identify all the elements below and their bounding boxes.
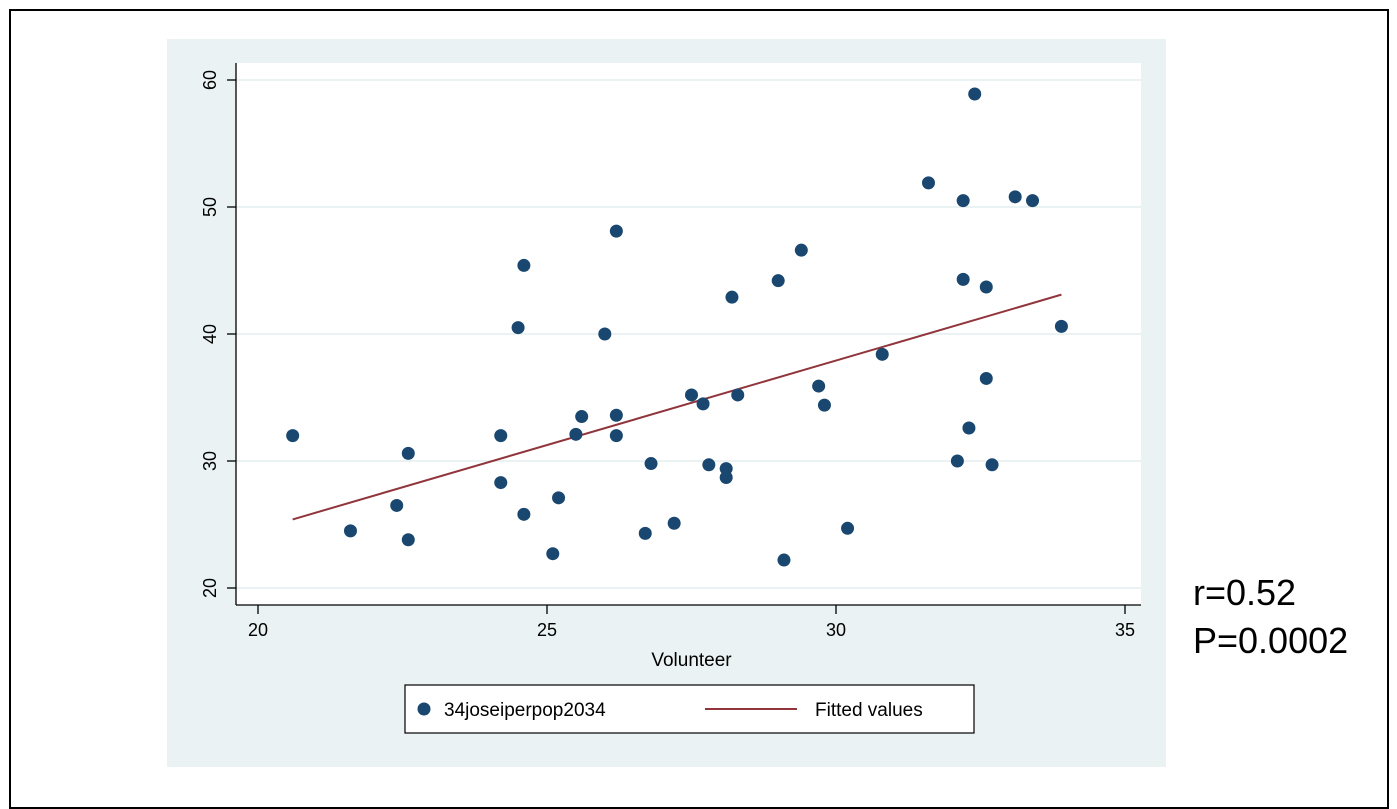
data-point-25 bbox=[719, 462, 733, 476]
data-point-32 bbox=[812, 379, 826, 393]
data-point-33 bbox=[817, 398, 831, 412]
data-point-42 bbox=[979, 280, 993, 294]
data-point-7 bbox=[494, 476, 508, 490]
data-point-8 bbox=[511, 321, 525, 335]
scatter-chart: 20 25 30 35 20 30 40 50 60 Volunteer 34joseiperp… bbox=[167, 39, 1166, 767]
legend-marker-icon bbox=[417, 702, 431, 716]
legend-label-fit: Fitted values bbox=[815, 700, 923, 721]
data-point-21 bbox=[667, 516, 681, 530]
data-point-17 bbox=[609, 408, 623, 422]
data-point-30 bbox=[777, 553, 791, 567]
data-point-9 bbox=[517, 258, 531, 272]
y-tick-label-50: 50 bbox=[200, 197, 220, 217]
fitted-values-line-group bbox=[292, 293, 1062, 521]
scatter-points bbox=[286, 87, 1068, 567]
data-point-35 bbox=[875, 347, 889, 361]
data-point-19 bbox=[638, 526, 652, 540]
axes: 20 25 30 35 20 30 40 50 60 bbox=[200, 63, 1141, 640]
data-point-27 bbox=[725, 290, 739, 304]
data-point-29 bbox=[771, 274, 785, 288]
data-point-43 bbox=[979, 371, 993, 385]
data-point-45 bbox=[1008, 190, 1022, 204]
x-tick-label-30: 30 bbox=[826, 620, 846, 640]
y-tick-label-60: 60 bbox=[200, 70, 220, 90]
x-tick-label-35: 35 bbox=[1115, 620, 1135, 640]
data-point-44 bbox=[985, 458, 999, 472]
data-point-38 bbox=[956, 194, 970, 208]
data-point-13 bbox=[569, 427, 583, 441]
x-axis-title: Volunteer bbox=[651, 650, 732, 671]
data-point-10 bbox=[517, 507, 531, 521]
data-point-34 bbox=[841, 521, 855, 535]
x-tick-label-20: 20 bbox=[248, 620, 268, 640]
data-point-28 bbox=[731, 388, 745, 402]
data-point-16 bbox=[609, 224, 623, 238]
data-point-24 bbox=[702, 458, 716, 472]
legend-box bbox=[404, 684, 975, 734]
data-point-40 bbox=[962, 421, 976, 435]
data-point-3 bbox=[390, 498, 404, 512]
y-tick-label-40: 40 bbox=[200, 324, 220, 344]
data-point-4 bbox=[401, 446, 415, 460]
data-point-22 bbox=[685, 388, 698, 402]
legend: 34joseiperpop2034 Fitted values bbox=[404, 684, 975, 734]
data-point-11 bbox=[546, 547, 560, 561]
fitted-values-line bbox=[292, 293, 1062, 521]
data-point-26 bbox=[719, 471, 733, 485]
data-point-6 bbox=[494, 429, 508, 443]
data-point-15 bbox=[598, 327, 612, 341]
data-point-18 bbox=[609, 429, 623, 443]
data-point-5 bbox=[401, 533, 415, 547]
y-tick-label-30: 30 bbox=[200, 451, 220, 471]
data-point-39 bbox=[956, 272, 970, 286]
data-point-46 bbox=[1026, 194, 1040, 208]
data-point-41 bbox=[968, 87, 982, 101]
data-point-31 bbox=[794, 243, 808, 257]
data-point-36 bbox=[921, 176, 935, 190]
data-point-37 bbox=[950, 454, 964, 468]
data-point-23 bbox=[696, 397, 710, 411]
data-point-20 bbox=[644, 457, 658, 471]
data-point-2 bbox=[343, 524, 357, 538]
x-tick-label-25: 25 bbox=[537, 620, 557, 640]
legend-label-series: 34joseiperpop2034 bbox=[444, 700, 606, 721]
data-point-14 bbox=[575, 410, 589, 424]
data-point-1 bbox=[286, 429, 300, 443]
y-tick-label-20: 20 bbox=[200, 578, 220, 598]
p-value-text: P=0.0002 bbox=[1193, 620, 1349, 661]
data-point-47 bbox=[1054, 319, 1068, 333]
data-point-12 bbox=[552, 491, 566, 505]
correlation-r-text: r=0.52 bbox=[1193, 572, 1297, 613]
